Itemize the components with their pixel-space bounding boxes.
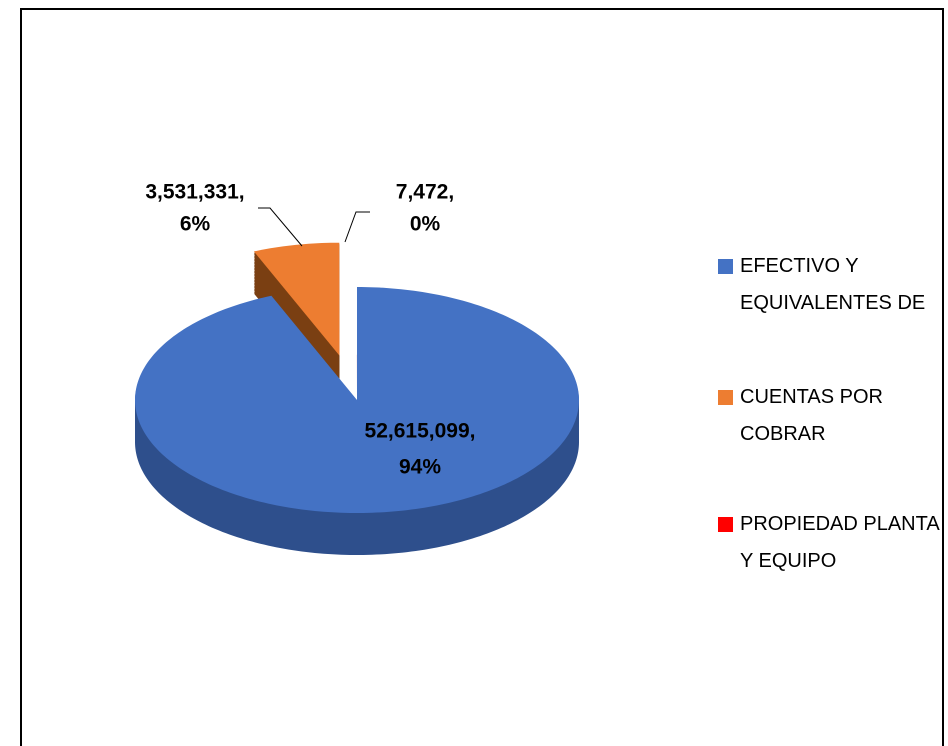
legend-label: PROPIEDAD PLANTA Y EQUIPO <box>740 513 939 572</box>
leader-line <box>258 207 303 247</box>
slice <box>253 242 340 356</box>
data-label: 52,615,099, <box>365 420 476 443</box>
data-label-percent: 6% <box>180 213 211 236</box>
chart-frame <box>20 8 944 746</box>
leader-line <box>344 211 370 243</box>
data-label: 3,531,331, <box>145 181 244 204</box>
legend-swatch <box>718 259 733 274</box>
legend-label: CUENTAS POR COBRAR <box>740 386 883 445</box>
legend-swatch <box>718 517 733 532</box>
legend-label: EFECTIVO Y EQUIVALENTES DE <box>740 255 926 314</box>
data-label-percent: 0% <box>410 213 441 236</box>
data-label: 7,472, <box>396 181 454 204</box>
data-label-percent: 94% <box>399 456 441 479</box>
slice <box>135 287 579 513</box>
legend-swatch <box>718 390 733 405</box>
